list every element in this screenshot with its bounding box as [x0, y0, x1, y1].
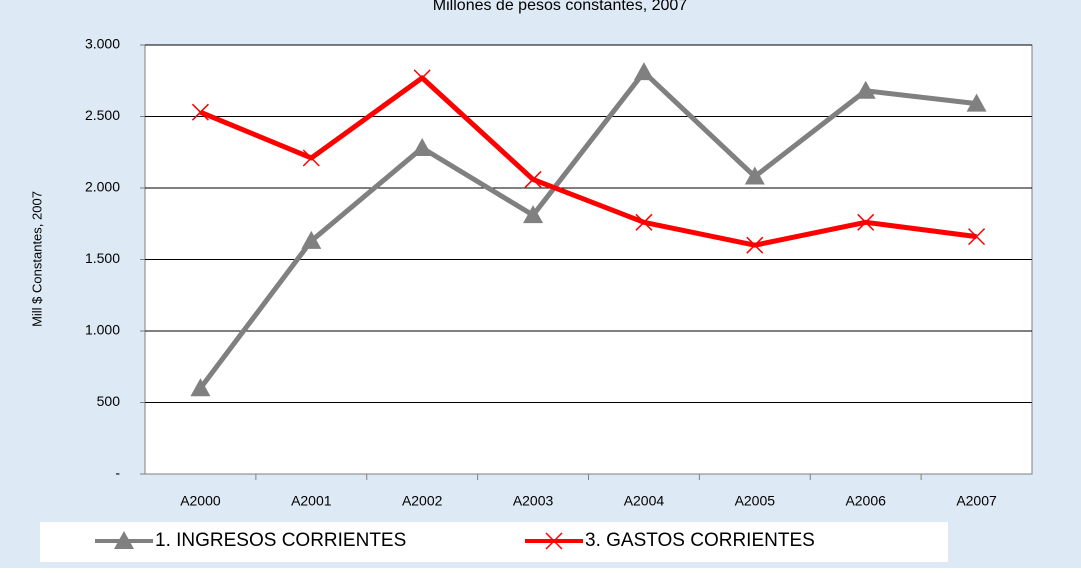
point	[301, 230, 322, 249]
point	[302, 149, 320, 167]
legend-marker	[545, 532, 563, 550]
y-tick-label: 1.500	[85, 250, 120, 266]
series-line	[199, 75, 977, 248]
y-tick-label: 3.000	[85, 36, 120, 52]
x-tick-label: A2001	[291, 493, 332, 509]
point	[635, 213, 653, 231]
point	[746, 236, 764, 254]
x-tick-label: A2006	[845, 493, 886, 509]
y-tick-label: 500	[97, 393, 121, 409]
point	[191, 103, 209, 121]
point	[633, 62, 654, 81]
legend-label: 3. GASTOS CORRIENTES	[585, 530, 815, 551]
point	[190, 378, 211, 397]
chart-title: Millones de pesos constantes, 2007	[433, 0, 687, 14]
point	[412, 137, 433, 156]
legend-label: 1. INGRESOS CORRIENTES	[155, 530, 406, 551]
point	[968, 228, 986, 246]
point	[524, 170, 542, 188]
point	[744, 166, 765, 185]
legend-box	[40, 522, 948, 562]
x-tick-label: A2005	[735, 493, 776, 509]
point	[966, 93, 987, 112]
y-tick-label: -	[115, 465, 120, 481]
x-tick-label: A2000	[180, 493, 221, 509]
x-tick-label: A2004	[624, 493, 665, 509]
y-axis-label: Mill $ Constantes, 2007	[29, 191, 44, 327]
legend-marker	[114, 531, 134, 549]
x-tick-label: A2007	[956, 493, 997, 509]
y-tick-label: 2.000	[85, 179, 120, 195]
y-tick-label: 1.000	[85, 322, 120, 338]
point	[413, 69, 431, 87]
x-tick-label: A2003	[513, 493, 554, 509]
y-tick-label: 2.500	[85, 107, 120, 123]
x-tick-label: A2002	[402, 493, 443, 509]
series-line	[198, 69, 977, 390]
point	[523, 205, 544, 224]
point	[857, 213, 875, 231]
point	[855, 80, 876, 99]
